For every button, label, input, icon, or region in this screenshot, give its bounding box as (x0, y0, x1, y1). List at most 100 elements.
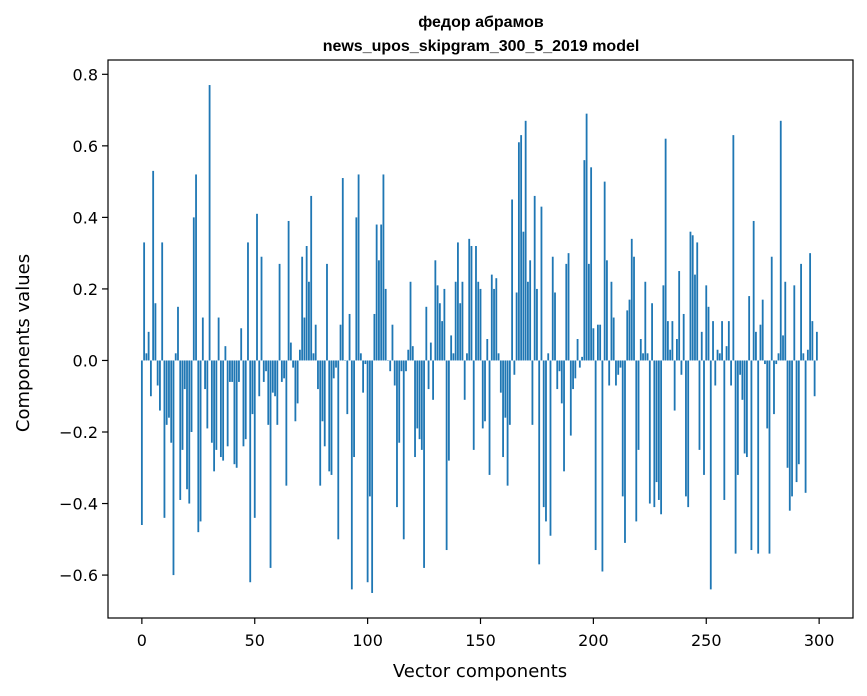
plot-frame (107, 59, 854, 619)
bar-197 (585, 113, 588, 361)
bar-251 (707, 306, 710, 361)
bar-98 (362, 360, 365, 393)
bar-93 (350, 360, 353, 590)
bar-114 (398, 360, 401, 443)
bar-242 (687, 360, 690, 508)
bar-230 (660, 360, 663, 515)
bar-149 (477, 281, 480, 361)
bar-293 (802, 353, 805, 361)
bar-79 (319, 360, 322, 486)
bar-41 (233, 360, 236, 465)
bar-39 (229, 360, 231, 382)
bar-187 (563, 360, 565, 472)
bar-96 (357, 174, 360, 361)
bar-217 (630, 238, 633, 361)
bar-31 (210, 360, 213, 443)
bar-252 (709, 360, 712, 590)
bar-176 (538, 360, 541, 565)
bar-69 (296, 360, 299, 404)
bar-35 (219, 360, 222, 458)
y-tick-label: 0.0 (73, 351, 98, 370)
bar-213 (621, 360, 624, 497)
bar-299 (815, 331, 818, 361)
bar-175 (536, 288, 538, 361)
bar-129 (432, 360, 434, 400)
bar-219 (635, 360, 638, 522)
bar-279 (770, 256, 773, 361)
bar-257 (721, 321, 723, 361)
bar-202 (596, 324, 599, 361)
bar-244 (691, 235, 694, 361)
bar-289 (793, 285, 796, 361)
bar-174 (533, 195, 536, 361)
bar-158 (497, 353, 500, 361)
bar-100 (366, 360, 369, 583)
bar-208 (610, 281, 613, 361)
bar-137 (450, 335, 453, 361)
bar-277 (766, 360, 769, 429)
bar-44 (240, 328, 243, 361)
chart-subtitle: news_upos_skipgram_300_5_2019 model (323, 38, 640, 55)
bar-107 (382, 174, 385, 361)
bar-50 (253, 360, 256, 518)
bar-212 (619, 360, 622, 368)
bar-248 (700, 331, 703, 361)
bar-185 (558, 360, 561, 372)
y-tick-label: −0.6 (59, 566, 98, 585)
bar-138 (452, 353, 455, 361)
bar-258 (723, 360, 726, 500)
y-axis-label: Components values (13, 254, 34, 432)
bar-246 (696, 242, 699, 361)
bar-70 (298, 349, 301, 361)
bar-26 (199, 360, 202, 522)
bar-10 (163, 360, 166, 518)
bar-148 (475, 246, 477, 361)
bar-99 (364, 360, 367, 365)
bar-19 (183, 360, 186, 390)
bar-168 (520, 135, 523, 361)
bar-265 (739, 360, 742, 375)
bar-183 (554, 292, 556, 361)
bar-163 (508, 360, 511, 425)
bar-294 (804, 360, 807, 493)
bar-226 (651, 303, 653, 361)
bar-54 (262, 360, 265, 382)
bar-30 (208, 85, 211, 361)
bar-66 (289, 342, 292, 361)
bar-132 (438, 303, 441, 361)
bar-278 (768, 360, 771, 554)
bar-231 (662, 285, 665, 361)
bar-271 (752, 220, 755, 361)
bar-130 (434, 260, 437, 361)
bar-117 (405, 360, 407, 372)
bar-11 (165, 360, 168, 425)
bar-131 (436, 285, 439, 361)
bar-142 (461, 281, 464, 361)
bar-24 (195, 174, 197, 361)
bar-133 (441, 321, 444, 361)
bar-51 (256, 213, 258, 361)
bar-214 (624, 360, 626, 543)
x-tick-label: 200 (578, 631, 609, 650)
bar-111 (391, 324, 394, 361)
bar-200 (592, 328, 595, 361)
bar-227 (653, 360, 656, 508)
bar-63 (283, 360, 285, 379)
bar-3 (147, 331, 150, 361)
bar-290 (795, 360, 798, 483)
bar-218 (633, 256, 635, 361)
bar-177 (540, 206, 543, 361)
bar-92 (348, 313, 351, 361)
bar-122 (416, 360, 419, 429)
bar-85 (332, 360, 335, 379)
bar-260 (727, 321, 730, 361)
bar-1 (143, 242, 146, 361)
bar-76 (312, 353, 315, 361)
x-axis-label: Vector components (393, 661, 567, 682)
bar-34 (217, 317, 220, 361)
bar-240 (682, 313, 685, 361)
bar-12 (168, 360, 170, 418)
bar-171 (527, 281, 529, 361)
